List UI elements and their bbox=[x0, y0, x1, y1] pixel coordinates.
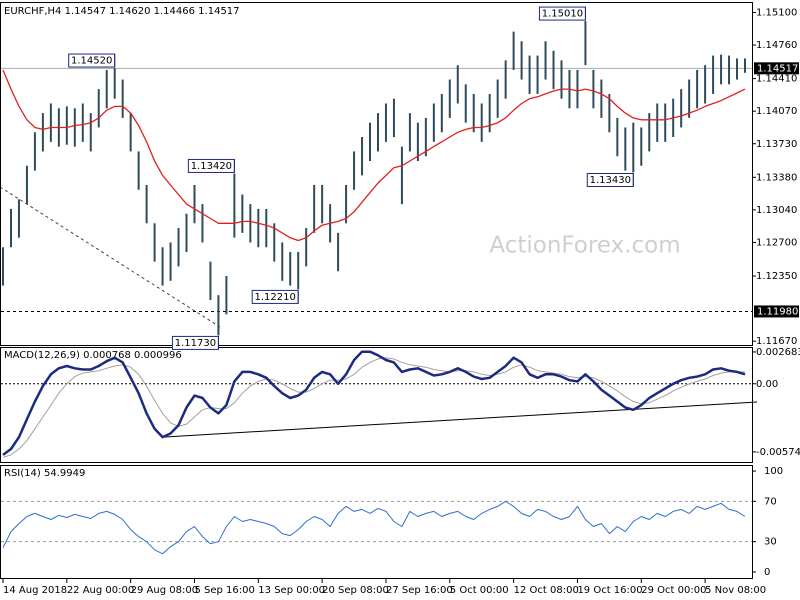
x-tick-label: 19 Oct 16:00 bbox=[577, 585, 642, 596]
rsi-title: RSI(14) 54.9949 bbox=[4, 468, 85, 479]
y-tick-label: 1.14070 bbox=[756, 106, 797, 117]
y-tick-label: 1.15100 bbox=[756, 7, 797, 18]
level-box bbox=[754, 305, 799, 318]
x-tick-label: 5 Nov 08:00 bbox=[705, 585, 766, 596]
y-tick-label: 0.00 bbox=[756, 379, 778, 390]
y-tick-label: 30 bbox=[764, 537, 777, 548]
y-tick-label: 100 bbox=[764, 466, 783, 477]
last-price-label: 1.14517 bbox=[757, 63, 798, 74]
x-tick-label: 27 Sep 16:00 bbox=[386, 585, 453, 596]
y-tick-label: 0.002683 bbox=[756, 347, 800, 358]
x-tick-label: 29 Oct 00:00 bbox=[641, 585, 706, 596]
y-tick-label: 1.13380 bbox=[756, 172, 797, 183]
y-tick-label: 70 bbox=[764, 496, 777, 507]
x-tick-label: 29 Aug 08:00 bbox=[131, 585, 198, 596]
chart-title: EURCHF,H4 1.14547 1.14620 1.14466 1.1451… bbox=[4, 6, 240, 17]
macd-title: MACD(12,26,9) 0.000768 0.000996 bbox=[4, 350, 182, 361]
watermark: ActionForex.com bbox=[489, 233, 680, 259]
price-panel bbox=[0, 2, 753, 346]
annotation-label: 1.12210 bbox=[255, 292, 296, 303]
x-tick-label: 12 Oct 08:00 bbox=[514, 585, 579, 596]
macd-panel bbox=[0, 347, 753, 463]
x-tick-label: 5 Sep 16:00 bbox=[194, 585, 254, 596]
rsi-panel bbox=[0, 465, 753, 579]
y-tick-label: 1.13730 bbox=[756, 139, 797, 150]
annotation-label: 1.14520 bbox=[71, 56, 112, 67]
annotation-label: 1.11730 bbox=[175, 338, 216, 349]
x-tick-label: 5 Oct 00:00 bbox=[450, 585, 509, 596]
annotation-label: 1.13430 bbox=[590, 175, 631, 186]
annotation-label: 1.15010 bbox=[542, 9, 583, 20]
y-tick-label: 1.14410 bbox=[756, 74, 797, 85]
x-tick-label: 20 Sep 08:00 bbox=[322, 585, 389, 596]
y-tick-label: 1.14760 bbox=[756, 40, 797, 51]
trend-line bbox=[0, 186, 221, 328]
macd-line bbox=[2, 350, 746, 456]
y-tick-label: 1.12350 bbox=[756, 271, 797, 282]
last-price-box bbox=[754, 62, 799, 75]
annotation-label: 1.13420 bbox=[191, 161, 232, 172]
x-tick-label: 13 Sep 00:00 bbox=[258, 585, 325, 596]
rsi-line bbox=[2, 500, 746, 555]
y-tick-label: 1.12700 bbox=[756, 237, 797, 248]
level-label: 1.11980 bbox=[757, 306, 798, 317]
x-tick-label: 22 Aug 00:00 bbox=[67, 585, 134, 596]
signal-line bbox=[2, 357, 745, 458]
trend-line bbox=[164, 401, 758, 438]
y-tick-label: 1.13040 bbox=[756, 205, 797, 216]
y-tick-label: 0 bbox=[764, 567, 770, 578]
y-tick-label: 1.11670 bbox=[756, 336, 797, 347]
x-tick-label: 14 Aug 2018 bbox=[3, 585, 67, 596]
y-tick-label: -0.005748 bbox=[756, 447, 800, 458]
moving-average bbox=[2, 69, 746, 242]
